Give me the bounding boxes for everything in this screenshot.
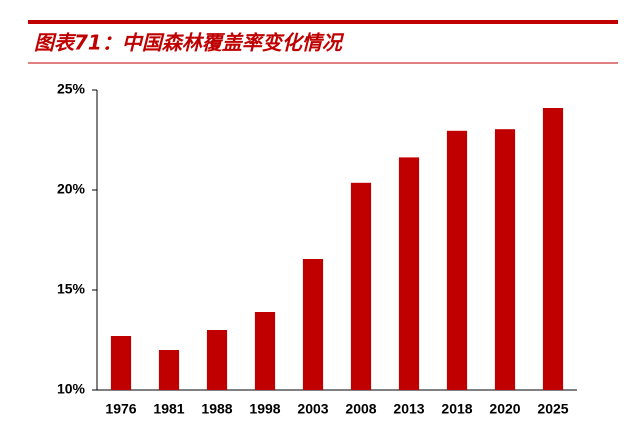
bar [206,330,228,390]
y-tick-label: 15% [57,281,86,297]
bar [254,312,276,390]
x-tick-label: 2018 [441,401,472,417]
bar [494,129,516,390]
x-tick-label: 1998 [249,401,280,417]
bar [350,182,372,390]
x-tick-label: 1981 [153,401,184,417]
y-tick-label: 10% [57,381,86,397]
title-rule-top [28,20,618,24]
x-tick-label: 2013 [393,401,424,417]
bar [158,350,180,390]
bar [110,336,132,390]
x-tick-label: 1988 [201,401,232,417]
y-tick-label: 25% [57,81,86,97]
x-tick-label: 2003 [297,401,328,417]
bar [398,157,420,390]
x-tick-label: 1976 [105,401,136,417]
bar [446,130,468,391]
x-tick-label: 2025 [537,401,568,417]
bar [542,108,564,390]
x-tick-label: 2008 [345,401,376,417]
chart-title: 图表71：中国森林覆盖率变化情况 [34,31,345,55]
x-tick-label: 2020 [489,401,520,417]
y-tick-label: 20% [57,181,86,197]
bar [302,259,324,390]
